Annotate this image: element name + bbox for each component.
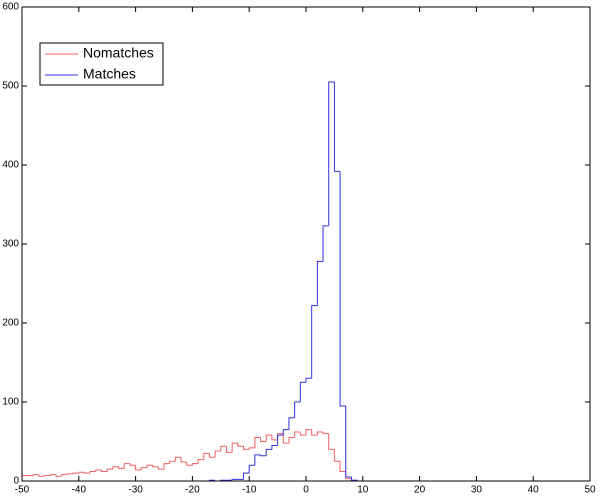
legend-box (39, 42, 164, 86)
x-tick-label: 30 (471, 485, 483, 496)
histogram-step (345, 405, 352, 478)
histogram-step (265, 434, 272, 442)
histogram-step (282, 429, 289, 436)
histogram-step (180, 457, 187, 463)
histogram-step (271, 435, 278, 441)
histogram-step (333, 82, 341, 172)
histogram-step (311, 429, 318, 436)
histogram-step (248, 464, 255, 474)
histogram-step (129, 463, 136, 466)
histogram-step (311, 305, 318, 379)
histogram-step (157, 466, 164, 470)
histogram-step (203, 452, 210, 460)
y-tick-label: 500 (2, 81, 19, 92)
histogram-step (152, 465, 159, 468)
x-tick-label: -50 (15, 485, 30, 496)
x-tick-label: 0 (303, 485, 309, 496)
histogram-step (237, 443, 244, 447)
axes-box (21, 6, 591, 482)
histogram-step (288, 417, 295, 430)
histogram-step (66, 473, 74, 475)
histogram-step (339, 171, 346, 407)
histogram-step (112, 466, 119, 470)
histogram-step (78, 471, 85, 474)
histogram-step (123, 463, 130, 469)
histogram-step (146, 464, 153, 468)
histogram-step (191, 463, 199, 466)
histogram-step (220, 445, 227, 451)
y-tick-label: 100 (2, 397, 19, 408)
histogram-step (197, 459, 204, 464)
histogram-step (55, 474, 62, 477)
x-tick-label: 10 (357, 485, 369, 496)
histogram-step (299, 381, 306, 402)
histogram-step (316, 260, 324, 306)
x-tick-label: 40 (528, 485, 540, 496)
legend-label: Nomatches (83, 45, 154, 61)
histogram-step (231, 442, 238, 453)
histogram-step (299, 432, 306, 436)
histogram-step (260, 437, 267, 442)
histogram-step (118, 466, 125, 469)
y-tick-label: 400 (2, 160, 19, 171)
histogram-step (294, 431, 301, 438)
plot-area (22, 7, 590, 481)
histogram-step (231, 478, 238, 481)
histogram-step (282, 433, 289, 444)
histogram-step (328, 81, 335, 226)
histogram-step (333, 449, 341, 462)
legend-label: Matches (83, 66, 136, 82)
histogram-step (163, 463, 170, 470)
x-tick-label: -10 (242, 485, 257, 496)
histogram-step (61, 474, 68, 477)
histogram-step (101, 469, 108, 473)
y-tick-label: 200 (2, 318, 19, 329)
histogram-step (225, 446, 233, 454)
histogram-step (254, 437, 261, 448)
histogram-step (248, 447, 255, 450)
histogram-step (72, 472, 79, 474)
histogram-step (305, 377, 312, 383)
histogram-step (243, 472, 250, 480)
x-tick-label: 20 (414, 485, 426, 496)
histogram-step (106, 468, 113, 472)
histogram-step (140, 467, 147, 470)
histogram-step (32, 474, 40, 476)
histogram-step (316, 431, 324, 436)
histogram-step (294, 401, 301, 418)
histogram-step (271, 444, 278, 450)
y-tick-label: 600 (2, 2, 19, 13)
x-tick-label: -30 (128, 485, 143, 496)
histogram-step (186, 462, 193, 466)
y-tick-label: 300 (2, 239, 19, 250)
histogram-step (89, 471, 96, 474)
histogram-step (169, 460, 176, 464)
histogram-step (305, 429, 312, 436)
histogram-step (254, 454, 261, 466)
histogram-step (277, 434, 284, 446)
histogram-step (208, 453, 216, 458)
histogram-step (328, 433, 335, 450)
histogram-step (214, 450, 221, 458)
histogram-step (243, 446, 250, 450)
histogram-step (265, 448, 272, 456)
histogram-step (83, 472, 91, 474)
x-tick-label: 50 (584, 485, 596, 496)
y-tick-label: 0 (13, 476, 19, 487)
histogram-step (322, 432, 329, 435)
histogram-step (49, 474, 57, 476)
histogram-step (174, 456, 182, 462)
histogram-step (95, 469, 102, 472)
histogram-step (339, 461, 346, 473)
histogram-step (322, 225, 329, 262)
x-tick-label: -40 (72, 485, 87, 496)
histogram-step (44, 474, 51, 477)
histogram-step (288, 437, 295, 444)
histogram-step (38, 474, 45, 477)
histogram-step (135, 465, 142, 471)
histogram-step (350, 477, 358, 481)
histogram-step (260, 454, 267, 457)
x-tick-label: -20 (185, 485, 200, 496)
